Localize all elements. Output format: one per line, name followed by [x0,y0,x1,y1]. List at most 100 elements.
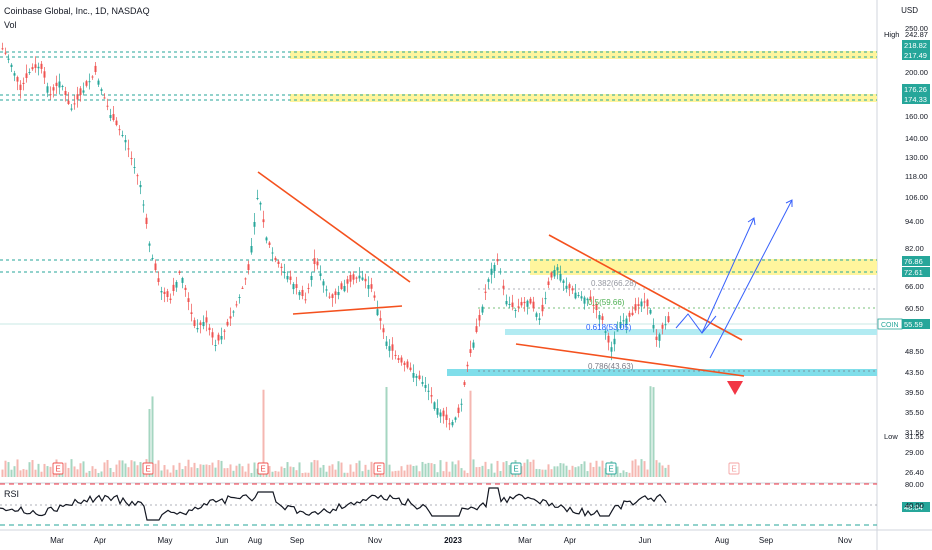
earnings-marker-label: E [513,465,518,474]
earnings-marker-label: E [55,465,60,474]
candle-body [109,115,112,119]
time-tick-label: Nov [368,536,382,545]
candle-body [301,289,304,296]
price-tick-label: 200.00 [905,68,928,77]
volume-bar [487,469,490,477]
volume-bar [484,461,487,477]
time-tick-label: Sep [290,536,305,545]
candle-body [400,357,403,363]
volume-bar [472,459,475,477]
candle-body [55,82,58,86]
candle-body [424,385,427,388]
candle-body [295,284,298,288]
volume-bar [220,460,223,477]
volume-bar [334,469,337,477]
volume-bar [277,471,280,477]
volume-bar [322,464,325,477]
candle-body [652,325,655,329]
candle-body [352,274,355,280]
volume-bar [85,472,88,477]
volume-bar [646,469,649,477]
candle-body [37,66,40,69]
volume-bar [241,466,244,477]
candle-body [1,48,4,50]
candle-body [118,129,121,131]
candle-body [634,304,637,311]
volume-bar [184,466,187,477]
candle-body [280,266,283,268]
volume-bar [16,459,19,477]
candle-body [373,295,376,298]
candle-body [433,402,436,410]
trendlines[interactable] [257,171,745,377]
candle-body [235,304,238,306]
candle-body [583,297,586,304]
price-tag-value: 72.61 [904,268,923,277]
volume-bar [1,469,4,477]
candle-body [115,120,118,125]
candle-body [22,82,25,84]
candle-body [592,304,595,306]
earnings-marker[interactable] [257,462,269,475]
volume-bar [118,460,121,477]
candle-body [478,315,481,321]
earnings-marker[interactable] [142,462,154,475]
candle-body [304,299,307,301]
price-tick-label: 140.00 [905,134,928,143]
candle-body [619,322,622,328]
candle-body [436,408,439,415]
candle-body [253,222,256,227]
earnings-marker[interactable] [728,462,740,475]
candle-body [463,382,466,385]
volume-bar [493,472,496,477]
candle-body [136,175,139,177]
candle-body [520,301,523,306]
volume-bar [307,472,310,477]
volume-bar [283,467,286,477]
candle-body [148,243,151,246]
candle-body [376,309,379,316]
candle-body [193,320,196,326]
candle-body [640,301,643,307]
candle-body [283,272,286,273]
candle-body [445,414,448,420]
volume-bar [25,469,28,477]
earnings-marker[interactable] [605,462,617,475]
price-tick-label: 160.00 [905,112,928,121]
volume-bar [136,465,139,477]
candle-body [658,334,661,341]
candle-body [625,318,628,325]
candle-body [403,362,406,365]
volume-bar [634,459,637,477]
resistance-zone-top [290,51,877,59]
volume-bar [256,468,259,477]
volume-bar [94,468,97,477]
earnings-marker-label: E [376,465,381,474]
earnings-marker[interactable] [510,462,522,475]
projection-arrows[interactable] [675,199,793,359]
price-tag-box [902,40,930,50]
candle-body [646,299,649,307]
volume-bar [529,461,532,477]
volume-bar [178,462,181,477]
volume-bar [97,472,100,477]
volume-bar [268,466,271,477]
time-axis[interactable]: Mar Apr May Jun Aug Sep Nov 2023 Mar Apr Jun Aug Sep… [50,536,852,545]
volume-bar [367,469,370,477]
candle-body [382,328,385,333]
volume-bar [313,459,316,477]
candle-body [79,88,82,95]
earnings-marker[interactable] [52,462,64,475]
volume-bar [34,469,37,477]
candle-body [631,312,634,315]
volume-bar [148,408,151,477]
price-tag-value: 31.55 [905,432,924,441]
volume-bar [385,386,388,477]
volume-bar [622,470,625,477]
earnings-marker[interactable] [373,462,385,475]
volume-bar [451,461,454,477]
volume-bar [244,471,247,477]
candle-body [172,284,175,291]
